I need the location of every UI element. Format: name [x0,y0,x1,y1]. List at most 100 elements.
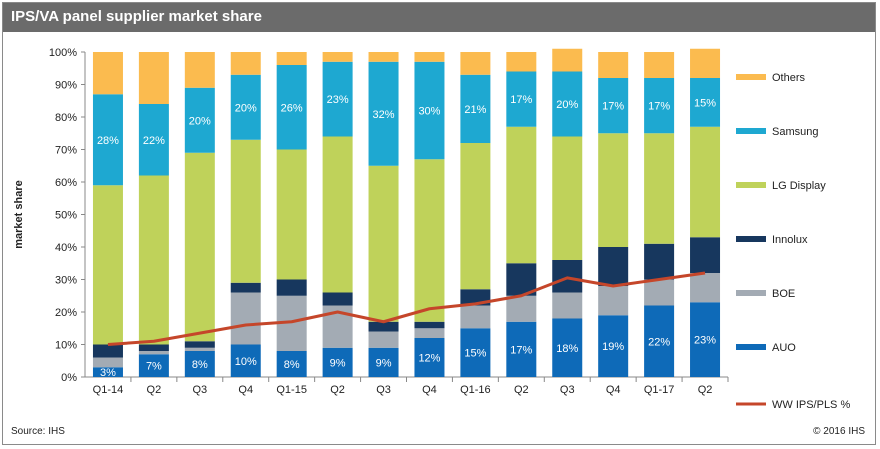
bar-boe [598,286,629,316]
bar-samsung [414,61,445,160]
bar-auo [506,321,537,377]
legend-label-ww-ips-pls: WW IPS/PLS % [772,399,850,411]
title-bar: IPS/VA panel supplier market share [3,3,875,32]
bar-samsung [92,94,123,186]
data-label-auo: 9% [376,357,392,369]
chart-title: IPS/VA panel supplier market share [11,8,262,25]
copyright-note: © 2016 IHS [813,426,865,437]
bar-samsung [644,78,675,134]
bar-others [506,52,537,72]
x-tick-label: Q2 [514,384,529,396]
x-tick-label: Q4 [606,384,621,396]
legend-label-samsung: Samsung [772,126,818,138]
bar-lg-display [414,159,445,322]
x-tick-label: Q2 [147,384,162,396]
legend-swatch-lg-display [736,182,766,188]
bar-auo [460,328,491,377]
bar-innolux [184,341,215,348]
bar-lg-display [138,175,169,345]
bar-lg-display [322,136,353,293]
data-label-auo: 9% [330,357,346,369]
bar-innolux [276,279,307,296]
bar-innolux [322,292,353,306]
bar-samsung [184,87,215,153]
bar-boe [414,328,445,338]
x-tick-label: Q1-15 [276,384,307,396]
source-note: Source: IHS [11,426,65,437]
bar-samsung [552,71,583,137]
y-tick-label: 0% [61,372,77,384]
bar-samsung [230,74,261,140]
bar-boe [92,357,123,368]
data-label-auo: 15% [464,348,486,360]
data-label-auo: 17% [510,344,532,356]
bar-innolux [598,247,629,286]
bar-innolux [92,344,123,358]
legend-label-others: Others [772,72,806,84]
legend-label-lg-display: LG Display [772,180,826,192]
x-tick-label: Q1-17 [644,384,675,396]
bar-others [230,52,261,75]
ww-ips-pls-line [107,271,706,346]
x-tick-label: Q1-16 [460,384,491,396]
x-tick-label: Q3 [376,384,391,396]
bar-boe [506,295,537,322]
data-label-samsung: 17% [510,94,532,106]
data-label-samsung: 20% [556,99,578,111]
data-label-samsung: 23% [327,94,349,106]
bar-innolux [644,243,675,280]
bar-boe [184,347,215,351]
legend-swatch-innolux [736,236,766,242]
bar-boe [644,279,675,306]
bar-others [184,52,215,88]
x-tick-label: Q1-14 [93,384,124,396]
y-axis-label: market share [13,180,25,249]
data-label-samsung: 28% [97,135,119,147]
bar-innolux [414,321,445,329]
bar-others [460,52,491,75]
bar-innolux [368,321,399,332]
bar-auo [552,318,583,377]
bar-auo [322,347,353,377]
data-label-samsung: 32% [373,109,395,121]
bar-lg-display [276,149,307,280]
bar-auo [690,302,721,377]
bar-boe [690,273,721,303]
y-tick-label: 10% [55,340,77,352]
bar-auo [92,367,123,377]
data-label-auo: 10% [235,356,257,368]
bar-others [690,48,721,78]
legend-label-innolux: Innolux [772,234,808,246]
bar-innolux [230,282,261,293]
x-tick-label: Q3 [560,384,575,396]
bar-others [598,52,629,78]
legend-label-boe: BOE [772,288,795,300]
data-label-samsung: 30% [418,106,440,118]
y-tick-label: 40% [55,242,77,254]
x-tick-label: Q4 [238,384,253,396]
bar-auo [230,344,261,377]
bar-boe [460,305,491,329]
legend-swatch-boe [736,290,766,296]
bar-samsung [506,71,537,127]
data-label-auo: 8% [284,359,300,371]
bar-others [322,52,353,62]
bar-auo [276,351,307,377]
chart-frame: IPS/VA panel supplier market share 0% 10%… [2,2,876,445]
legend-swatch-others [736,74,766,80]
bar-lg-display [230,139,261,283]
bar-auo [138,354,169,377]
data-label-auo: 3% [100,367,116,379]
x-tick-label: Q3 [192,384,207,396]
y-tick-label: 50% [55,210,77,222]
bar-auo [598,315,629,377]
bar-auo [414,338,445,377]
bar-lg-display [92,185,123,345]
data-label-samsung: 20% [189,115,211,127]
bar-innolux [552,260,583,293]
bar-auo [644,305,675,377]
y-tick-label: 30% [55,275,77,287]
legend: Others Samsung LG Display Innolux BOE AUO WW I… [736,72,850,411]
bar-lg-display [598,133,629,247]
bar-others [368,52,399,62]
